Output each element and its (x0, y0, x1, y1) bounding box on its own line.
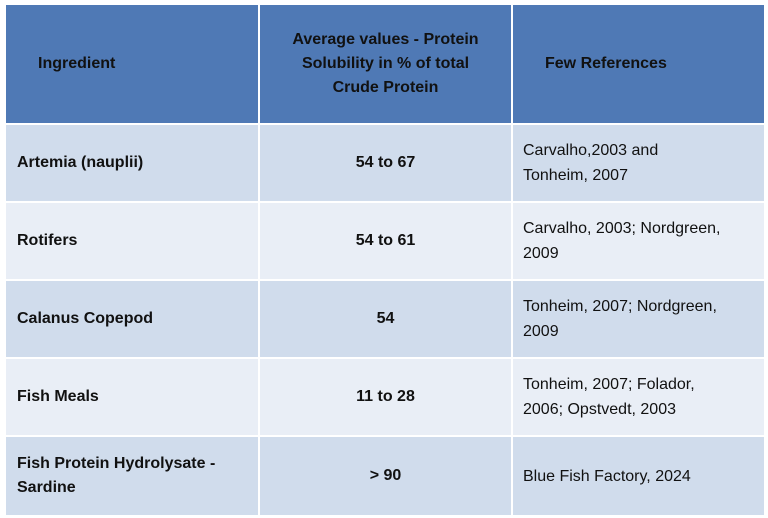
reference-line: Tonheim, 2007; Folador, (523, 376, 695, 393)
value-cell: 54 to 61 (258, 201, 513, 281)
reference-cell: Blue Fish Factory, 2024 (511, 435, 766, 517)
ingredient-cell: Fish Meals (4, 357, 260, 437)
value-cell: 54 (258, 279, 513, 359)
ingredient-cell: Fish Protein Hydrolysate - Sardine (4, 435, 260, 517)
ingredient-cell: Calanus Copepod (4, 279, 260, 359)
table-header: Ingredient Average values - Protein Solu… (4, 3, 766, 125)
table-row: Fish Meals 11 to 28 Tonheim, 2007; Folad… (4, 357, 766, 437)
header-average-values-line3: Crude Protein (332, 79, 439, 96)
table-row: Rotifers 54 to 61 Carvalho, 2003; Nordgr… (4, 201, 766, 281)
ingredient-cell: Artemia (nauplii) (4, 123, 260, 203)
reference-line: Carvalho,2003 and (523, 142, 659, 159)
header-average-values-line1: Average values - Protein (292, 31, 479, 48)
table-row: Fish Protein Hydrolysate - Sardine > 90 … (4, 435, 766, 517)
protein-solubility-table: Ingredient Average values - Protein Solu… (4, 3, 766, 517)
table-body: Artemia (nauplii) 54 to 67 Carvalho,2003… (4, 123, 766, 517)
ingredient-line: Sardine (17, 479, 76, 496)
value-cell: > 90 (258, 435, 513, 517)
reference-line: 2009 (523, 245, 559, 262)
value-cell: 54 to 67 (258, 123, 513, 203)
reference-line: Blue Fish Factory, 2024 (523, 467, 691, 485)
ingredient-line: Fish Protein Hydrolysate - (17, 455, 216, 472)
value-cell: 11 to 28 (258, 357, 513, 437)
ingredient-cell: Rotifers (4, 201, 260, 281)
header-ingredient: Ingredient (4, 3, 260, 125)
header-average-values-line2: Solubility in % of total (301, 55, 470, 72)
reference-line: 2006; Opstvedt, 2003 (523, 401, 676, 418)
reference-line: Tonheim, 2007; Nordgreen, (523, 298, 717, 315)
header-references: Few References (511, 3, 766, 125)
reference-line: Tonheim, 2007 (523, 167, 628, 184)
header-average-values: Average values - Protein Solubility in %… (258, 3, 513, 125)
reference-cell: Carvalho, 2003; Nordgreen, 2009 (511, 201, 766, 281)
reference-cell: Tonheim, 2007; Nordgreen, 2009 (511, 279, 766, 359)
reference-cell: Carvalho,2003 and Tonheim, 2007 (511, 123, 766, 203)
reference-cell: Tonheim, 2007; Folador, 2006; Opstvedt, … (511, 357, 766, 437)
table-row: Artemia (nauplii) 54 to 67 Carvalho,2003… (4, 123, 766, 203)
reference-line: Carvalho, 2003; Nordgreen, (523, 220, 721, 237)
header-row: Ingredient Average values - Protein Solu… (4, 3, 766, 125)
reference-line: 2009 (523, 323, 559, 340)
table-row: Calanus Copepod 54 Tonheim, 2007; Nordgr… (4, 279, 766, 359)
